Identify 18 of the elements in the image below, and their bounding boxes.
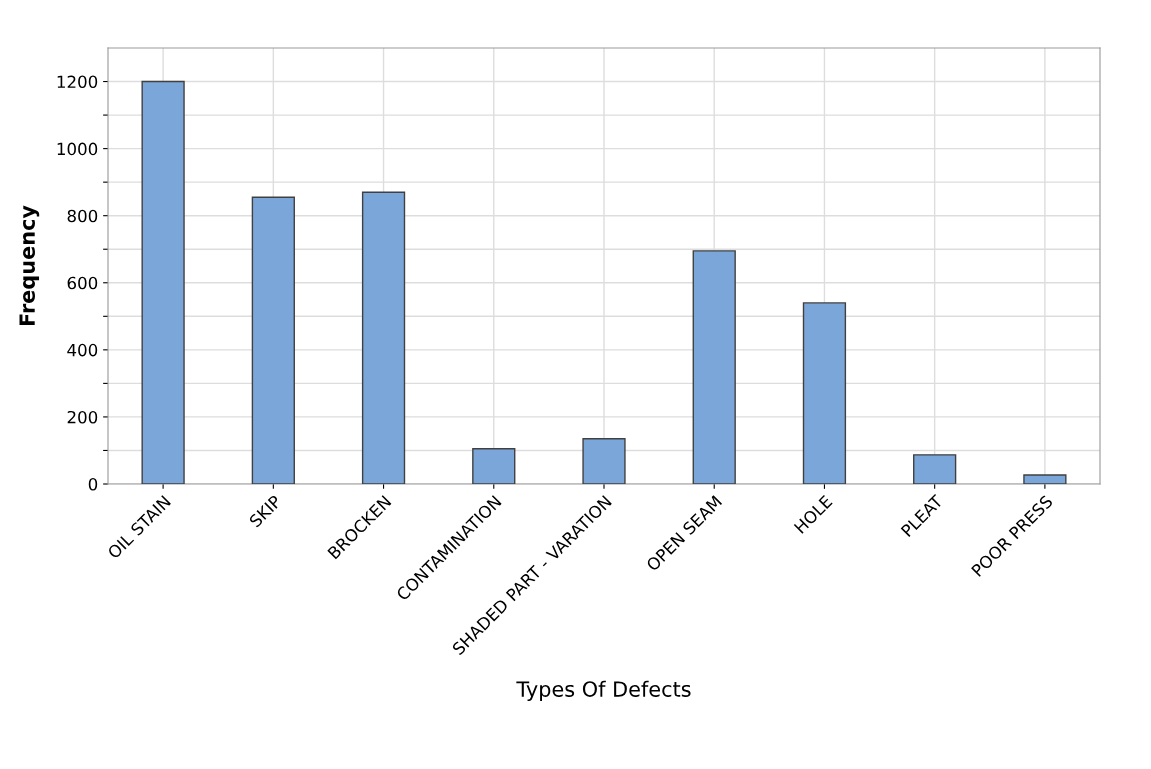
- bar: [251, 196, 295, 484]
- bar: [582, 438, 626, 484]
- bar: [913, 454, 957, 484]
- y-tick-label: 400: [67, 343, 98, 357]
- bar: [472, 448, 516, 484]
- x-axis-title: Types Of Defects: [516, 680, 691, 701]
- y-axis-title: Frequency: [19, 205, 40, 326]
- y-tick-label: 1200: [57, 75, 98, 89]
- bar: [1023, 474, 1067, 484]
- y-tick-label: 800: [67, 209, 98, 223]
- bar: [361, 191, 406, 484]
- y-tick-label: 1000: [57, 142, 98, 156]
- bar: [802, 302, 847, 484]
- y-tick-label: 200: [67, 410, 98, 424]
- bar: [692, 250, 736, 484]
- y-tick-label: 600: [67, 276, 98, 290]
- y-tick-label: 0: [88, 477, 98, 491]
- bar: [141, 80, 185, 484]
